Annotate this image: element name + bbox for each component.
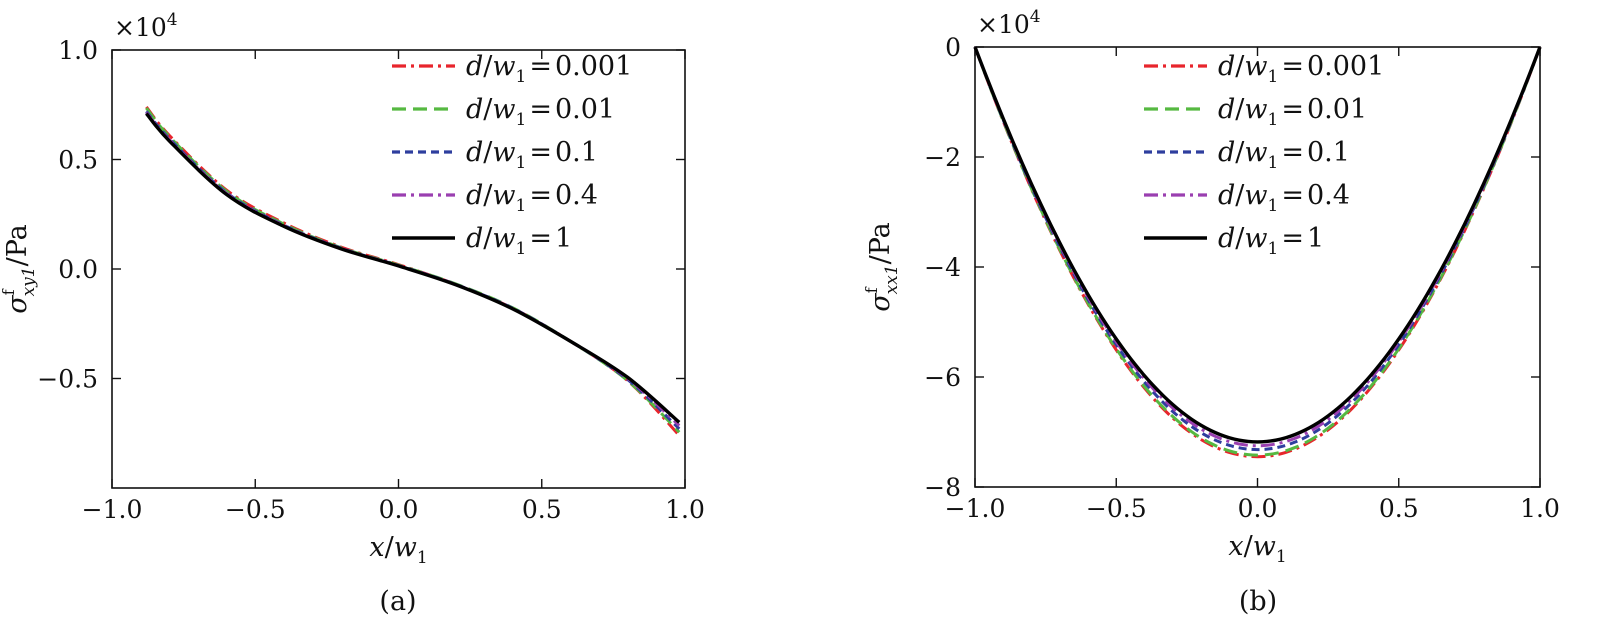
- x-tick-label: 0.0: [379, 495, 419, 524]
- x-tick-label: −1.0: [82, 495, 143, 524]
- axis-multiplier: ×104: [114, 10, 178, 42]
- legend-label-0.1: d/w1 = 0.1: [1218, 137, 1350, 173]
- legend-label-1: d/w1 = 1: [1218, 223, 1324, 259]
- legend-label-0.4: d/w1 = 0.4: [466, 180, 598, 216]
- legend-label-0.001: d/w1 = 0.001: [466, 51, 632, 87]
- chart-panel-a: −1.0 −0.5 0.0 0.5 1.0 −0.5 0.0 0.5 1.0 ×104 x/w1 σf…: [0, 10, 705, 617]
- x-tick-label: −0.5: [225, 495, 286, 524]
- x-axis-title: x/w1: [369, 532, 427, 568]
- x-axis-title: x/w1: [1228, 531, 1286, 567]
- y-tick-label: 0.5: [58, 146, 98, 175]
- chart-panel-b: −1.0 −0.5 0.0 0.5 1.0 −8 −6 −4 −2 0 ×104 x/w1 σfxx1/…: [862, 7, 1560, 617]
- legend-label-1: d/w1 = 1: [466, 223, 572, 259]
- x-tick-label: 1.0: [1520, 494, 1560, 523]
- series-line-0.001: [973, 46, 1542, 459]
- axis-multiplier: ×104: [977, 7, 1041, 39]
- legend-label-0.4: d/w1 = 0.4: [1218, 180, 1350, 216]
- x-tick-label: −1.0: [945, 494, 1006, 523]
- series-line-1: [145, 112, 681, 424]
- x-tick-label: 1.0: [665, 495, 705, 524]
- y-tick-label: −6: [924, 363, 961, 392]
- legend-label-0.1: d/w1 = 0.1: [466, 137, 598, 173]
- y-axis-title: σfxx1/Pa: [862, 222, 902, 312]
- y-tick-label: 1.0: [58, 36, 98, 65]
- x-tick-label: 0.0: [1238, 494, 1278, 523]
- x-tick-label: −0.5: [1086, 494, 1147, 523]
- legend-label-0.01: d/w1 = 0.01: [466, 94, 615, 130]
- series-line-1: [973, 46, 1542, 444]
- legend-label-0.001: d/w1 = 0.001: [1218, 51, 1384, 87]
- x-tick-label: 0.5: [522, 495, 562, 524]
- legend-label-0.01: d/w1 = 0.01: [1218, 94, 1367, 130]
- y-axis-title: σfxy1/Pa: [0, 224, 39, 314]
- y-tick-label: −2: [924, 143, 961, 172]
- y-tick-label: 0.0: [58, 255, 98, 284]
- y-tick-label: −4: [924, 253, 961, 282]
- panel-caption: (a): [379, 586, 416, 617]
- y-tick-label: −0.5: [37, 365, 98, 394]
- x-tick-label: 0.5: [1379, 494, 1419, 523]
- y-tick-label: 0: [945, 33, 961, 62]
- panel-caption: (b): [1239, 586, 1277, 617]
- y-tick-label: −8: [924, 473, 961, 502]
